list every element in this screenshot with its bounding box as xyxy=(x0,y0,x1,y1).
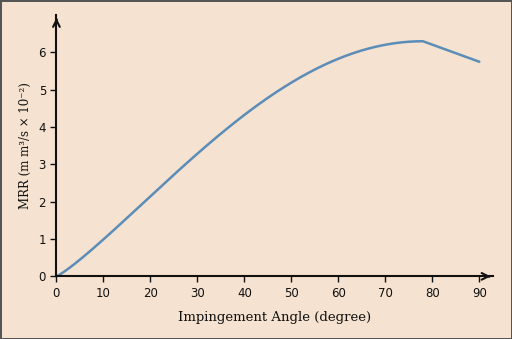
Y-axis label: MRR (m m³/s × 10⁻²): MRR (m m³/s × 10⁻²) xyxy=(18,82,32,209)
X-axis label: Impingement Angle (degree): Impingement Angle (degree) xyxy=(178,311,372,324)
